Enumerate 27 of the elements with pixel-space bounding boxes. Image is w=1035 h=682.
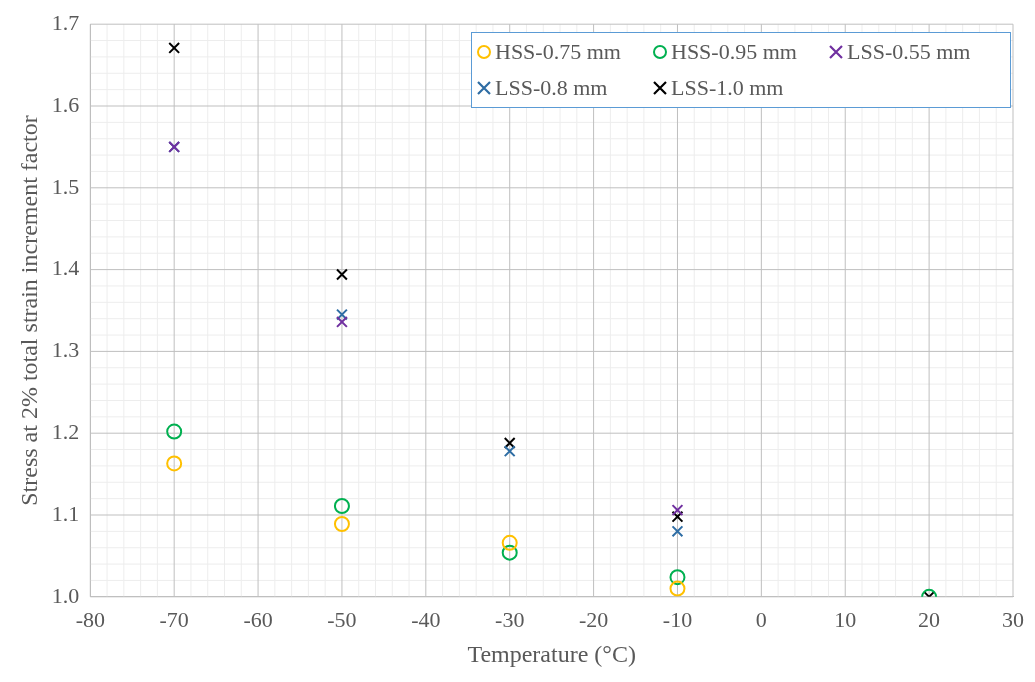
x-tick-label: -50 <box>327 606 357 632</box>
y-tick-label: 1.4 <box>51 255 80 281</box>
y-tick-label: 1.1 <box>51 500 80 526</box>
legend-label: LSS-1.0 mm <box>671 75 784 101</box>
x-tick-label: -60 <box>243 606 273 632</box>
x-tick-label: 0 <box>755 606 767 632</box>
x-tick-label: 30 <box>1002 606 1024 632</box>
x-tick-label: 20 <box>918 606 941 632</box>
y-tick-label: 1.2 <box>51 418 80 444</box>
x-tick-label: 10 <box>834 606 857 632</box>
y-tick-label: 1.6 <box>51 91 80 117</box>
y-tick-label: 1.5 <box>51 173 80 199</box>
x-axis-title: Temperature (°C) <box>467 640 636 667</box>
y-tick-label: 1.3 <box>51 337 80 363</box>
x-tick-label: -80 <box>75 606 105 632</box>
legend-label: HSS-0.95 mm <box>671 39 797 65</box>
x-tick-label: -20 <box>578 606 609 632</box>
legend-label: LSS-0.8 mm <box>495 75 608 101</box>
x-tick-label: -10 <box>662 606 693 632</box>
y-tick-label: 1.7 <box>51 9 80 35</box>
legend-label: LSS-0.55 mm <box>847 39 971 65</box>
x-tick-label: -30 <box>495 606 525 632</box>
x-tick-label: -40 <box>411 606 441 632</box>
y-tick-label: 1.0 <box>51 582 80 608</box>
x-tick-label: -70 <box>159 606 189 632</box>
y-axis-title: Stress at 2% total strain increment factor <box>15 115 42 506</box>
legend-label: HSS-0.75 mm <box>495 39 621 65</box>
